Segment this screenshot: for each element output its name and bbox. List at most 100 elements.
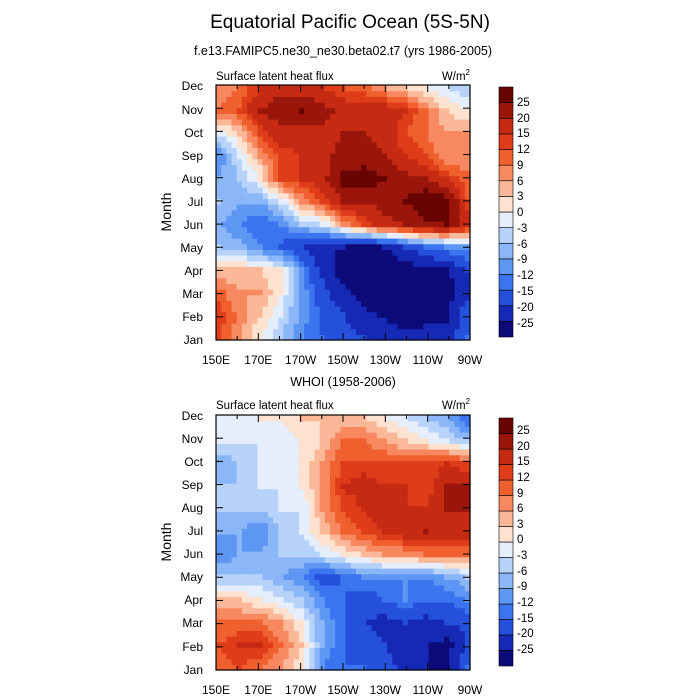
heatmap-cell xyxy=(412,619,419,626)
heatmap-cell xyxy=(454,102,461,109)
heatmap-cell xyxy=(361,232,367,239)
heatmap-cell xyxy=(464,602,471,609)
heatmap-cell xyxy=(298,113,305,120)
heatmap-cell xyxy=(330,522,336,529)
heatmap-cell xyxy=(433,232,440,239)
heatmap-cell xyxy=(423,466,430,473)
heatmap-cell xyxy=(402,226,409,233)
heatmap-cell xyxy=(309,562,316,569)
heatmap-cell xyxy=(247,483,253,490)
heatmap-cell xyxy=(423,119,430,126)
heatmap-cell xyxy=(361,124,367,131)
heatmap-cell xyxy=(381,147,388,154)
heatmap-cell xyxy=(454,415,461,422)
heatmap-cell xyxy=(314,153,321,160)
heatmap-cell xyxy=(273,153,279,160)
heatmap-cell xyxy=(345,471,352,478)
heatmap-cell xyxy=(423,209,430,216)
heatmap-cell xyxy=(298,539,305,546)
heatmap-cell xyxy=(407,249,414,256)
heatmap-cell xyxy=(355,505,362,512)
heatmap-cell xyxy=(236,420,243,427)
heatmap-cell xyxy=(252,294,259,301)
heatmap-cell xyxy=(247,221,253,228)
heatmap-cell xyxy=(324,107,331,114)
heatmap-cell xyxy=(428,500,435,507)
heatmap-cell xyxy=(366,85,373,92)
heatmap-cell xyxy=(376,232,383,239)
heatmap-cell xyxy=(428,664,435,671)
heatmap-cell xyxy=(438,624,445,631)
heatmap-cell xyxy=(236,238,243,245)
heatmap-cell xyxy=(438,528,445,535)
heatmap-cell xyxy=(381,551,388,558)
heatmap-cell xyxy=(241,306,248,313)
heatmap-cell xyxy=(402,323,409,330)
heatmap-cell xyxy=(412,226,419,233)
heatmap-cell xyxy=(433,607,440,614)
heatmap-cell xyxy=(464,449,471,456)
heatmap-cell xyxy=(464,460,471,467)
heatmap-cell xyxy=(423,124,430,131)
heatmap-cell xyxy=(418,102,424,109)
heatmap-cell xyxy=(252,181,259,188)
heatmap-cell xyxy=(361,590,367,597)
heatmap-cell xyxy=(371,209,378,216)
heatmap-cell xyxy=(236,505,243,512)
heatmap-cell xyxy=(418,209,424,216)
heatmap-cell xyxy=(262,590,269,597)
heatmap-cell xyxy=(314,124,321,131)
heatmap-cell xyxy=(267,334,274,341)
heatmap-cell xyxy=(438,511,445,518)
heatmap-cell xyxy=(438,283,445,290)
heatmap-cell xyxy=(345,323,352,330)
heatmap-cell xyxy=(355,590,362,597)
heatmap-cell xyxy=(355,443,362,450)
heatmap-cell xyxy=(330,460,336,467)
heatmap-cell xyxy=(376,164,383,171)
heatmap-cell xyxy=(273,653,279,660)
heatmap-cell xyxy=(361,294,367,301)
colorbar-swatch xyxy=(498,572,514,589)
heatmap-cell xyxy=(433,500,440,507)
heatmap-cell xyxy=(273,426,279,433)
heatmap-cell xyxy=(293,573,300,580)
heatmap-cell xyxy=(309,415,316,422)
heatmap-cell xyxy=(371,226,378,233)
heatmap-cell xyxy=(257,658,264,665)
heatmap-cell xyxy=(350,260,357,267)
heatmap-cell xyxy=(304,664,310,671)
heatmap-cell xyxy=(252,477,259,484)
heatmap-cell xyxy=(221,528,227,535)
colorbar-swatch xyxy=(498,196,514,213)
heatmap-cell xyxy=(278,517,284,524)
heatmap-cell xyxy=(231,511,238,518)
heatmap-cell xyxy=(226,551,233,558)
heatmap-cell xyxy=(438,579,445,586)
heatmap-cell xyxy=(247,107,253,114)
heatmap-cell xyxy=(293,460,300,467)
heatmap-cell xyxy=(252,596,259,603)
heatmap-cell xyxy=(438,636,445,643)
heatmap-cell xyxy=(428,437,435,444)
heatmap-cell xyxy=(273,545,279,552)
heatmap-cell xyxy=(444,232,450,239)
heatmap-cell xyxy=(226,579,233,586)
heatmap-cell xyxy=(464,187,471,194)
heatmap-cell xyxy=(371,426,378,433)
heatmap-cell xyxy=(407,494,414,501)
heatmap-cell xyxy=(355,294,362,301)
heatmap-cell xyxy=(257,124,264,131)
heatmap-cell xyxy=(221,141,227,148)
heatmap-cell xyxy=(283,420,290,427)
heatmap-cell xyxy=(257,505,264,512)
heatmap-cell xyxy=(366,602,373,609)
heatmap-cell xyxy=(262,260,269,267)
heatmap-cell xyxy=(444,619,450,626)
heatmap-cell xyxy=(402,573,409,580)
heatmap-cell xyxy=(371,415,378,422)
heatmap-cell xyxy=(433,432,440,439)
heatmap-cell xyxy=(418,175,424,182)
heatmap-cell xyxy=(397,432,404,439)
